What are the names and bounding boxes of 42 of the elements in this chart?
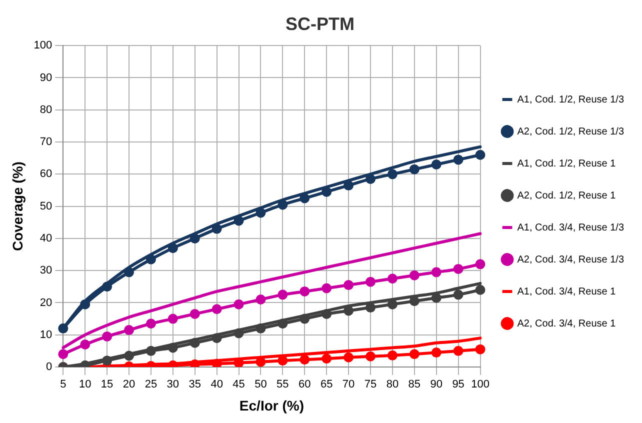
x-tick-label: 15 <box>100 378 114 391</box>
legend-label: A1, Cod. 3/4, Reuse 1 <box>517 286 616 298</box>
x-tick-label: 65 <box>320 378 333 391</box>
y-tick-label: 70 <box>40 136 52 148</box>
x-tick-label: 70 <box>342 378 355 391</box>
y-tick-label: 80 <box>40 104 52 116</box>
x-tick-label: 100 <box>471 378 490 391</box>
x-tick-label: 75 <box>364 378 377 391</box>
legend-label: A1, Cod. 1/2, Reuse 1 <box>517 158 616 170</box>
x-tick-label: 35 <box>188 378 201 391</box>
x-tick-label: 55 <box>276 378 289 391</box>
legend-label: A2, Cod. 1/2, Reuse 1 <box>517 190 616 202</box>
x-tick-label: 25 <box>144 378 158 391</box>
legend-label: A1, Cod. 3/4, Reuse 1/3 <box>517 222 624 234</box>
legend-label: A2, Cod. 3/4, Reuse 1/3 <box>517 254 624 266</box>
y-tick-label: 10 <box>40 328 52 341</box>
x-tick-label: 95 <box>452 378 464 391</box>
x-tick-label: 5 <box>60 378 66 391</box>
y-tick-label: 0 <box>46 361 52 374</box>
x-tick-label: 90 <box>430 378 442 391</box>
legend-label: A2, Cod. 3/4, Reuse 1 <box>517 318 616 330</box>
x-tick-label: 60 <box>298 378 311 391</box>
x-tick-label: 50 <box>254 378 267 391</box>
x-tick-label: 80 <box>386 378 399 391</box>
y-tick-label: 90 <box>40 72 52 84</box>
y-tick-label: 40 <box>40 232 52 244</box>
y-tick-label: 30 <box>40 264 52 277</box>
x-tick-label: 40 <box>210 378 223 391</box>
x-tick-label: 85 <box>408 378 421 391</box>
legend-label: A2, Cod. 1/2, Reuse 1/3 <box>517 126 624 138</box>
legend-label: A1, Cod. 1/2, Reuse 1/3 <box>517 94 624 106</box>
x-tick-label: 45 <box>232 378 245 391</box>
x-axis-title: Ec/Ior (%) <box>239 397 304 414</box>
y-tick-label: 100 <box>34 40 52 52</box>
x-tick-label: 10 <box>78 378 92 391</box>
chart-title: SC-PTM <box>286 14 354 34</box>
y-tick-label: 20 <box>40 296 52 309</box>
y-tick-label: 60 <box>40 168 52 180</box>
x-tick-label: 20 <box>122 378 136 391</box>
x-tick-label: 30 <box>166 378 180 391</box>
y-axis-title: Coverage (%) <box>9 162 26 252</box>
y-tick-label: 50 <box>40 200 52 212</box>
